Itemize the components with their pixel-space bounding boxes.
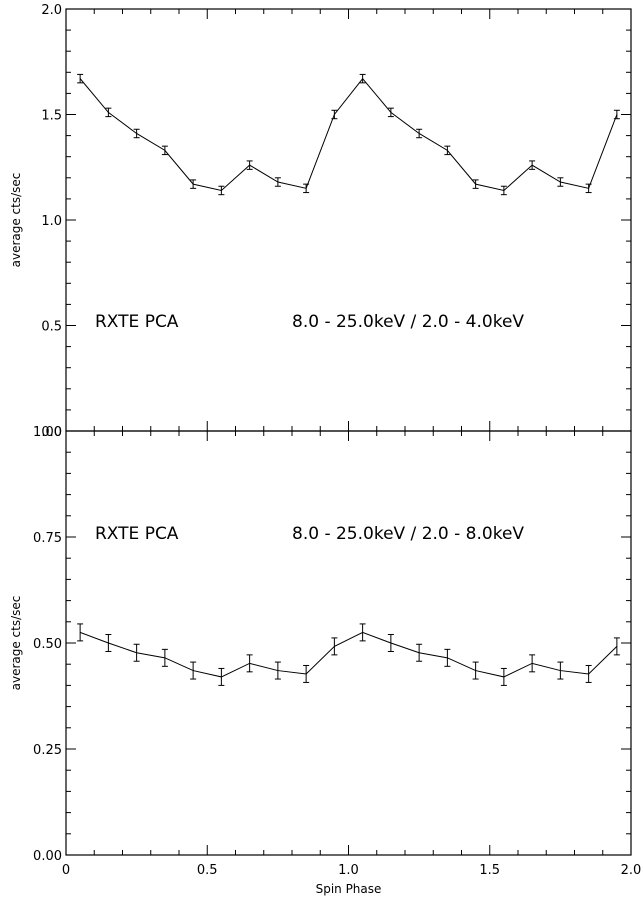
x-tick-label: 2.0	[621, 863, 642, 878]
plot-frame	[65, 8, 632, 432]
series-line	[79, 77, 618, 192]
error-bar	[613, 637, 620, 656]
x-tick-label: 0	[62, 863, 70, 878]
error-bar	[161, 648, 168, 667]
energy-band-label: 8.0 - 25.0keV / 2.0 - 4.0keV	[292, 312, 524, 332]
error-bar	[190, 661, 197, 680]
error-bar	[416, 128, 423, 139]
error-bar	[472, 661, 479, 680]
error-bar	[133, 643, 140, 662]
y-axis-title: average cts/sec	[9, 173, 23, 268]
error-bar	[303, 664, 310, 683]
error-bar	[557, 661, 564, 680]
error-bar	[274, 177, 281, 187]
error-bar	[500, 667, 507, 686]
x-tick-label: 0.5	[197, 863, 218, 878]
y-tick-label: 1.0	[41, 214, 62, 229]
y-tick-label: 0.75	[33, 531, 62, 546]
bottom-panel: 0.00 0.25 0.50 0.75 1.00 0 0.5 1.0 1.5 2.0 Spin Ph…	[9, 425, 641, 896]
error-bar	[387, 634, 394, 652]
top-panel: 0.0 0.5 1.0 1.5 2.0 average cts/sec RXTE PCA 8.…	[9, 3, 632, 440]
y-tick-label: 0.25	[33, 743, 62, 758]
error-bar	[133, 128, 140, 139]
instrument-label: RXTE PCA	[95, 312, 179, 332]
x-axis-title: Spin Phase	[316, 882, 382, 896]
error-bar	[359, 73, 366, 84]
error-bar	[387, 107, 394, 118]
y-tick-label: 0.0	[41, 425, 62, 440]
error-bar	[218, 667, 225, 686]
energy-band-label: 8.0 - 25.0keV / 2.0 - 8.0keV	[292, 524, 524, 544]
error-bar	[557, 177, 564, 187]
error-bar	[218, 185, 225, 196]
error-bar	[303, 183, 310, 194]
error-bar	[331, 109, 338, 120]
error-bar	[472, 179, 479, 189]
error-bar	[331, 637, 338, 656]
error-bar	[359, 623, 366, 642]
error-bar	[500, 185, 507, 196]
error-bar	[161, 145, 168, 156]
y-tick-label: 0.50	[33, 637, 62, 652]
error-bar	[444, 648, 451, 667]
instrument-label: RXTE PCA	[95, 524, 179, 544]
error-bar	[613, 109, 620, 120]
error-bar	[190, 179, 197, 189]
series-line	[79, 631, 618, 678]
error-bar	[105, 107, 112, 118]
error-bar	[105, 634, 112, 652]
error-bar	[444, 145, 451, 156]
y-tick-label: 0.00	[33, 849, 62, 864]
y-axis-title: average cts/sec	[9, 596, 23, 691]
error-bar	[529, 654, 536, 673]
error-bar	[585, 664, 592, 683]
error-bar	[77, 623, 84, 642]
plot-frame	[65, 430, 632, 856]
error-bar	[77, 73, 84, 84]
error-bar	[246, 160, 253, 170]
y-tick-label: 1.5	[41, 109, 62, 124]
error-bar	[274, 661, 281, 680]
x-tick-label: 1.5	[479, 863, 500, 878]
y-tick-label: 2.0	[41, 3, 62, 18]
error-bar	[585, 183, 592, 194]
y-tick-label: 0.5	[41, 320, 62, 335]
y-tick-label: 1.00	[33, 425, 62, 440]
error-bar	[529, 160, 536, 170]
x-tick-label: 1.0	[338, 863, 359, 878]
error-bar	[416, 643, 423, 662]
error-bar	[246, 654, 253, 673]
